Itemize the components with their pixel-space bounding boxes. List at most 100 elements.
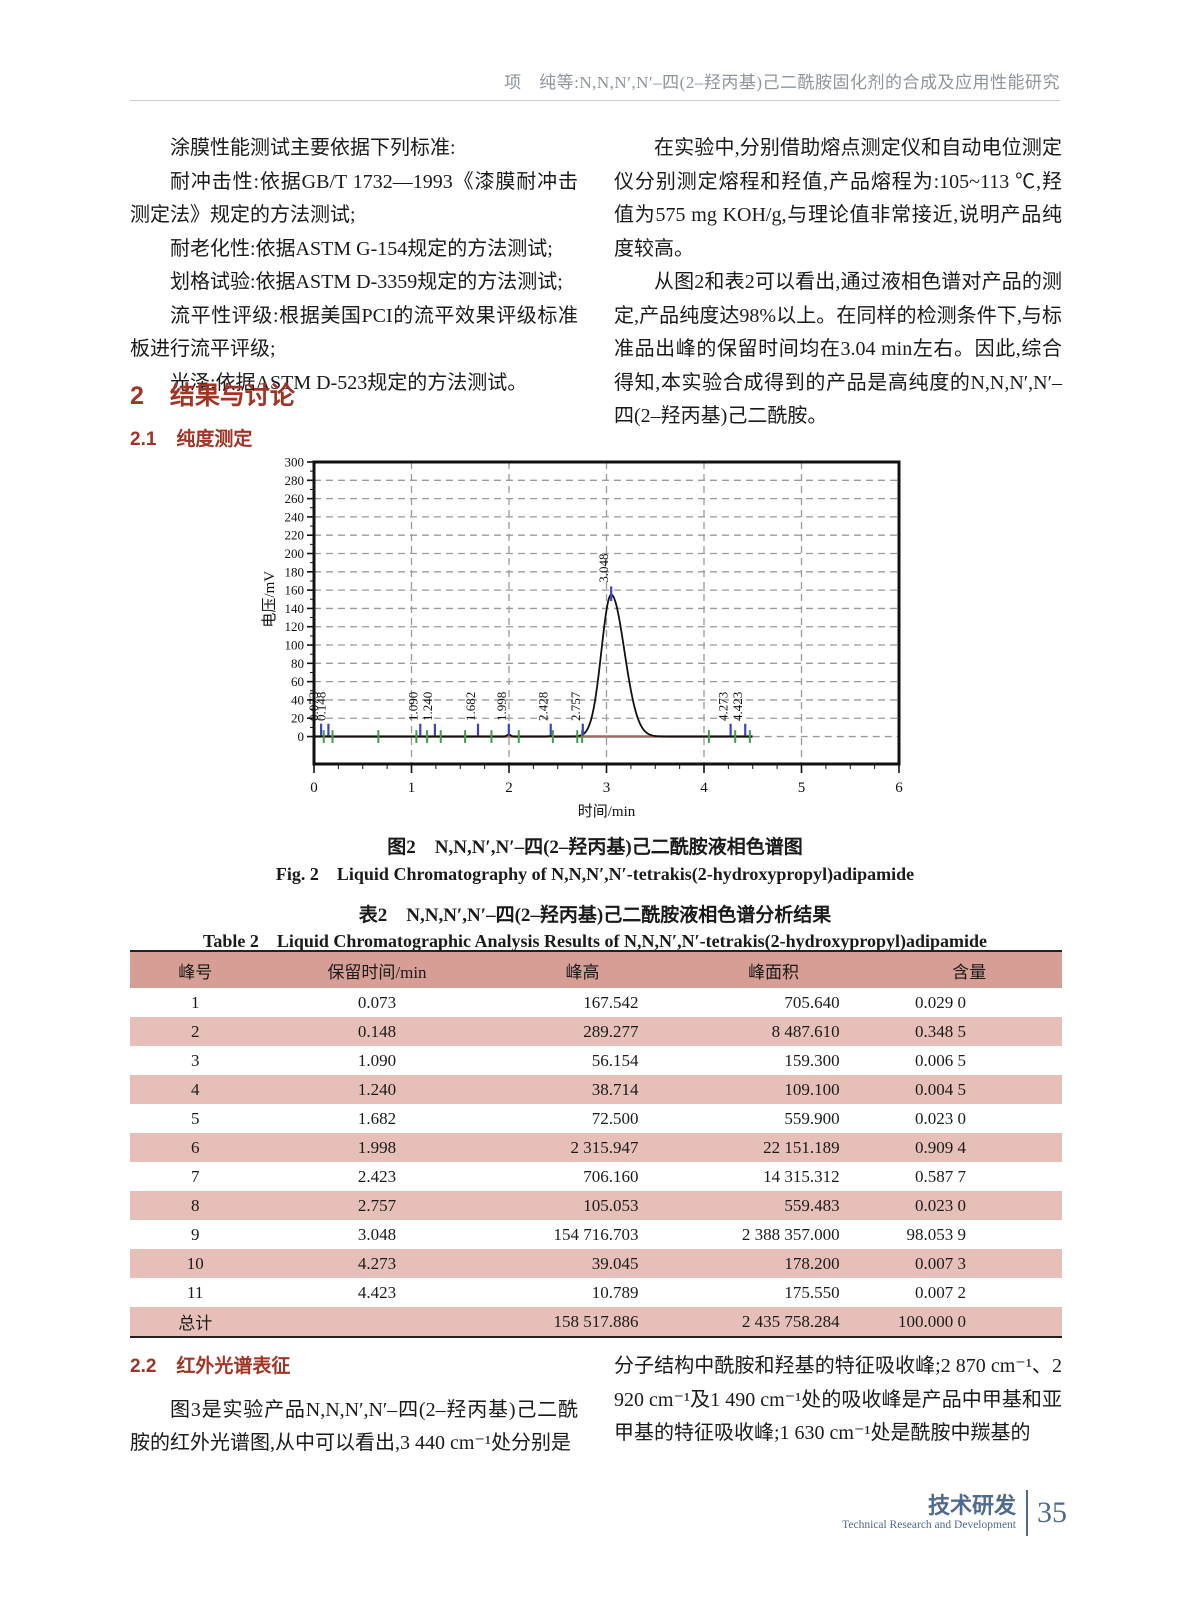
svg-text:4: 4	[700, 780, 708, 796]
section-number: 2.1	[130, 429, 157, 450]
table-cell: 154 716.703	[553, 1224, 639, 1244]
table-header-row: 峰号 保留时间/min 峰高 峰面积 含量	[130, 950, 1062, 988]
table-row: 4 1.240 38.714 109.100 0.004 5	[130, 1075, 1062, 1104]
section-number: 2	[130, 382, 144, 410]
table-cell: 705.640	[784, 992, 840, 1012]
table-cell: 0.007 3	[915, 1253, 966, 1273]
table-cell: 1.240	[357, 1079, 397, 1099]
svg-text:2: 2	[505, 780, 513, 796]
header-divider	[130, 100, 1060, 101]
col-header-peak-area: 峰面积	[670, 950, 876, 988]
table-cell: 11	[187, 1282, 204, 1302]
table-cell: 8 487.610	[771, 1021, 840, 1041]
table-row: 7 2.423 706.160 14 315.312 0.587 7	[130, 1162, 1062, 1191]
svg-text:40: 40	[291, 692, 304, 707]
table-cell: 9	[190, 1224, 200, 1244]
svg-text:20: 20	[291, 711, 304, 726]
table-row: 3 1.090 56.154 159.300 0.006 5	[130, 1046, 1062, 1075]
table-cell: 98.053 9	[906, 1224, 967, 1244]
footer-title-en: Technical Research and Development	[842, 1519, 1016, 1531]
table-cell: 2.423	[357, 1166, 397, 1186]
svg-text:3.048: 3.048	[596, 554, 611, 583]
svg-text:4.423: 4.423	[730, 692, 745, 721]
paragraph: 耐冲击性:依据GB/T 1732—1993《漆膜耐冲击测定法》规定的方法测试;	[130, 170, 578, 227]
paragraph: 流平性评级:根据美国PCI的流平效果评级标准板进行流平评级;	[130, 304, 578, 361]
table-body: 1 0.073 167.542 705.640 0.029 0 2 0.148 289.277…	[130, 988, 1062, 1338]
analysis-table: 峰号 保留时间/min 峰高 峰面积 含量 1 0.073 167.542 705.6…	[130, 950, 1062, 1338]
table-row: 6 1.998 2 315.947 22 151.189 0.909 4	[130, 1133, 1062, 1162]
paragraph: 光泽:依据ASTM D-523规定的方法测试。	[170, 371, 528, 394]
table-cell: 39.045	[591, 1253, 639, 1273]
table-cell: 105.053	[583, 1195, 639, 1215]
svg-text:80: 80	[291, 656, 304, 671]
table-cell: 14 315.312	[763, 1166, 840, 1186]
paragraph: 分子结构中酰胺和羟基的特征吸收峰;2 870 cm⁻¹、2 920 cm⁻¹及1…	[614, 1355, 1062, 1444]
chromatogram-chart: 0204060801001201401601802002202402602803…	[261, 455, 903, 821]
svg-text:120: 120	[285, 619, 305, 634]
intro-right-column: 在实验中,分别借助熔点测定仪和自动电位测定仪分别测定熔程和羟值,产品熔程为:10…	[614, 132, 1062, 434]
table-row: 总计 158 517.886 2 435 758.284 100.000 0	[130, 1307, 1062, 1338]
figure-caption-en: Fig. 2 Liquid Chromatography of N,N,N′,N…	[275, 864, 915, 884]
table-cell: 0.023 0	[915, 1108, 966, 1128]
table-cell: 0.029 0	[915, 992, 966, 1012]
analysis-table-wrap: 峰号 保留时间/min 峰高 峰面积 含量 1 0.073 167.542 705.6…	[130, 950, 1062, 1338]
page-number: 35	[1037, 1496, 1067, 1529]
intro-columns: 涂膜性能测试主要依据下列标准: 耐冲击性:依据GB/T 1732—1993《漆膜…	[130, 132, 1062, 434]
table-cell: 289.277	[583, 1021, 639, 1041]
paragraph: 从图2和表2可以看出,通过液相色谱对产品的测定,产品纯度达98%以上。在同样的检…	[614, 271, 1062, 427]
table-row: 2 0.148 289.277 8 487.610 0.348 5	[130, 1017, 1062, 1046]
paragraph: 涂膜性能测试主要依据下列标准:	[170, 137, 456, 159]
table-cell: 1	[190, 992, 200, 1012]
svg-text:6: 6	[895, 780, 903, 796]
table-cell: 22 151.189	[763, 1137, 840, 1157]
s22-left-column: 2.2 红外光谱表征 图3是实验产品N,N,N′,N′–四(2–羟丙基)己二酰胺的…	[130, 1350, 578, 1461]
table-cell: 2 315.947	[570, 1137, 639, 1157]
section-heading-results: 2 结果与讨论	[130, 376, 295, 412]
footer-labels: 技术研发 Technical Research and Development	[842, 1494, 1016, 1532]
s22-right-column: 分子结构中酰胺和羟基的特征吸收峰;2 870 cm⁻¹、2 920 cm⁻¹及1…	[614, 1350, 1062, 1461]
col-header-peak-no: 峰号	[130, 950, 261, 988]
svg-text:220: 220	[285, 528, 305, 543]
svg-text:1.682: 1.682	[463, 692, 478, 721]
paragraph: 划格试验:依据ASTM D-3359规定的方法测试;	[170, 271, 563, 293]
table-cell: 0.909 4	[915, 1137, 966, 1157]
table-cell: 158 517.886	[493, 1307, 671, 1338]
table-cell: 559.483	[784, 1195, 840, 1215]
table-cell: 100.000 0	[875, 1307, 1062, 1338]
table-cell: 总计	[130, 1307, 261, 1338]
svg-text:1.998: 1.998	[494, 692, 509, 721]
figure-caption-zh: 图2 N,N,N′,N′–四(2–羟丙基)己二酰胺液相色谱图	[387, 837, 803, 858]
table-cell: 5	[190, 1108, 200, 1128]
section-title: 纯度测定	[176, 429, 253, 450]
svg-text:100: 100	[285, 638, 305, 653]
svg-text:1: 1	[408, 780, 416, 796]
table-cell: 1.090	[357, 1050, 397, 1070]
table-cell: 175.550	[784, 1282, 840, 1302]
y-axis-title: 电压/mV	[261, 571, 278, 628]
table-cell: 1.682	[357, 1108, 397, 1128]
table-cell: 3	[190, 1050, 200, 1070]
table-cell: 559.900	[784, 1108, 840, 1128]
table-cell	[260, 1307, 494, 1338]
svg-text:180: 180	[285, 564, 305, 579]
table-cell: 1.998	[357, 1137, 397, 1157]
table-cell: 0.006 5	[915, 1050, 966, 1070]
svg-text:280: 280	[285, 473, 305, 488]
table-caption-en: Table 2 Liquid Chromatographic Analysis …	[202, 931, 988, 951]
section-title: 红外光谱表征	[176, 1356, 291, 1377]
table-cell: 7	[190, 1166, 200, 1186]
table-cell: 2	[190, 1021, 200, 1041]
svg-text:2.757: 2.757	[568, 691, 583, 721]
footer-title-zh: 技术研发	[927, 1493, 1016, 1518]
svg-text:1.090: 1.090	[405, 692, 420, 721]
footer-divider	[1026, 1490, 1028, 1536]
table-cell: 3.048	[357, 1224, 397, 1244]
table-cell: 159.300	[784, 1050, 840, 1070]
table-cell: 8	[190, 1195, 200, 1215]
section-2-2: 2.2 红外光谱表征 图3是实验产品N,N,N′,N′–四(2–羟丙基)己二酰胺的…	[130, 1350, 1062, 1461]
svg-text:60: 60	[291, 674, 304, 689]
table-cell: 178.200	[784, 1253, 840, 1273]
table-row: 1 0.073 167.542 705.640 0.029 0	[130, 988, 1062, 1017]
svg-text:200: 200	[285, 546, 305, 561]
table-row: 9 3.048 154 716.703 2 388 357.000 98.053 9	[130, 1220, 1062, 1249]
